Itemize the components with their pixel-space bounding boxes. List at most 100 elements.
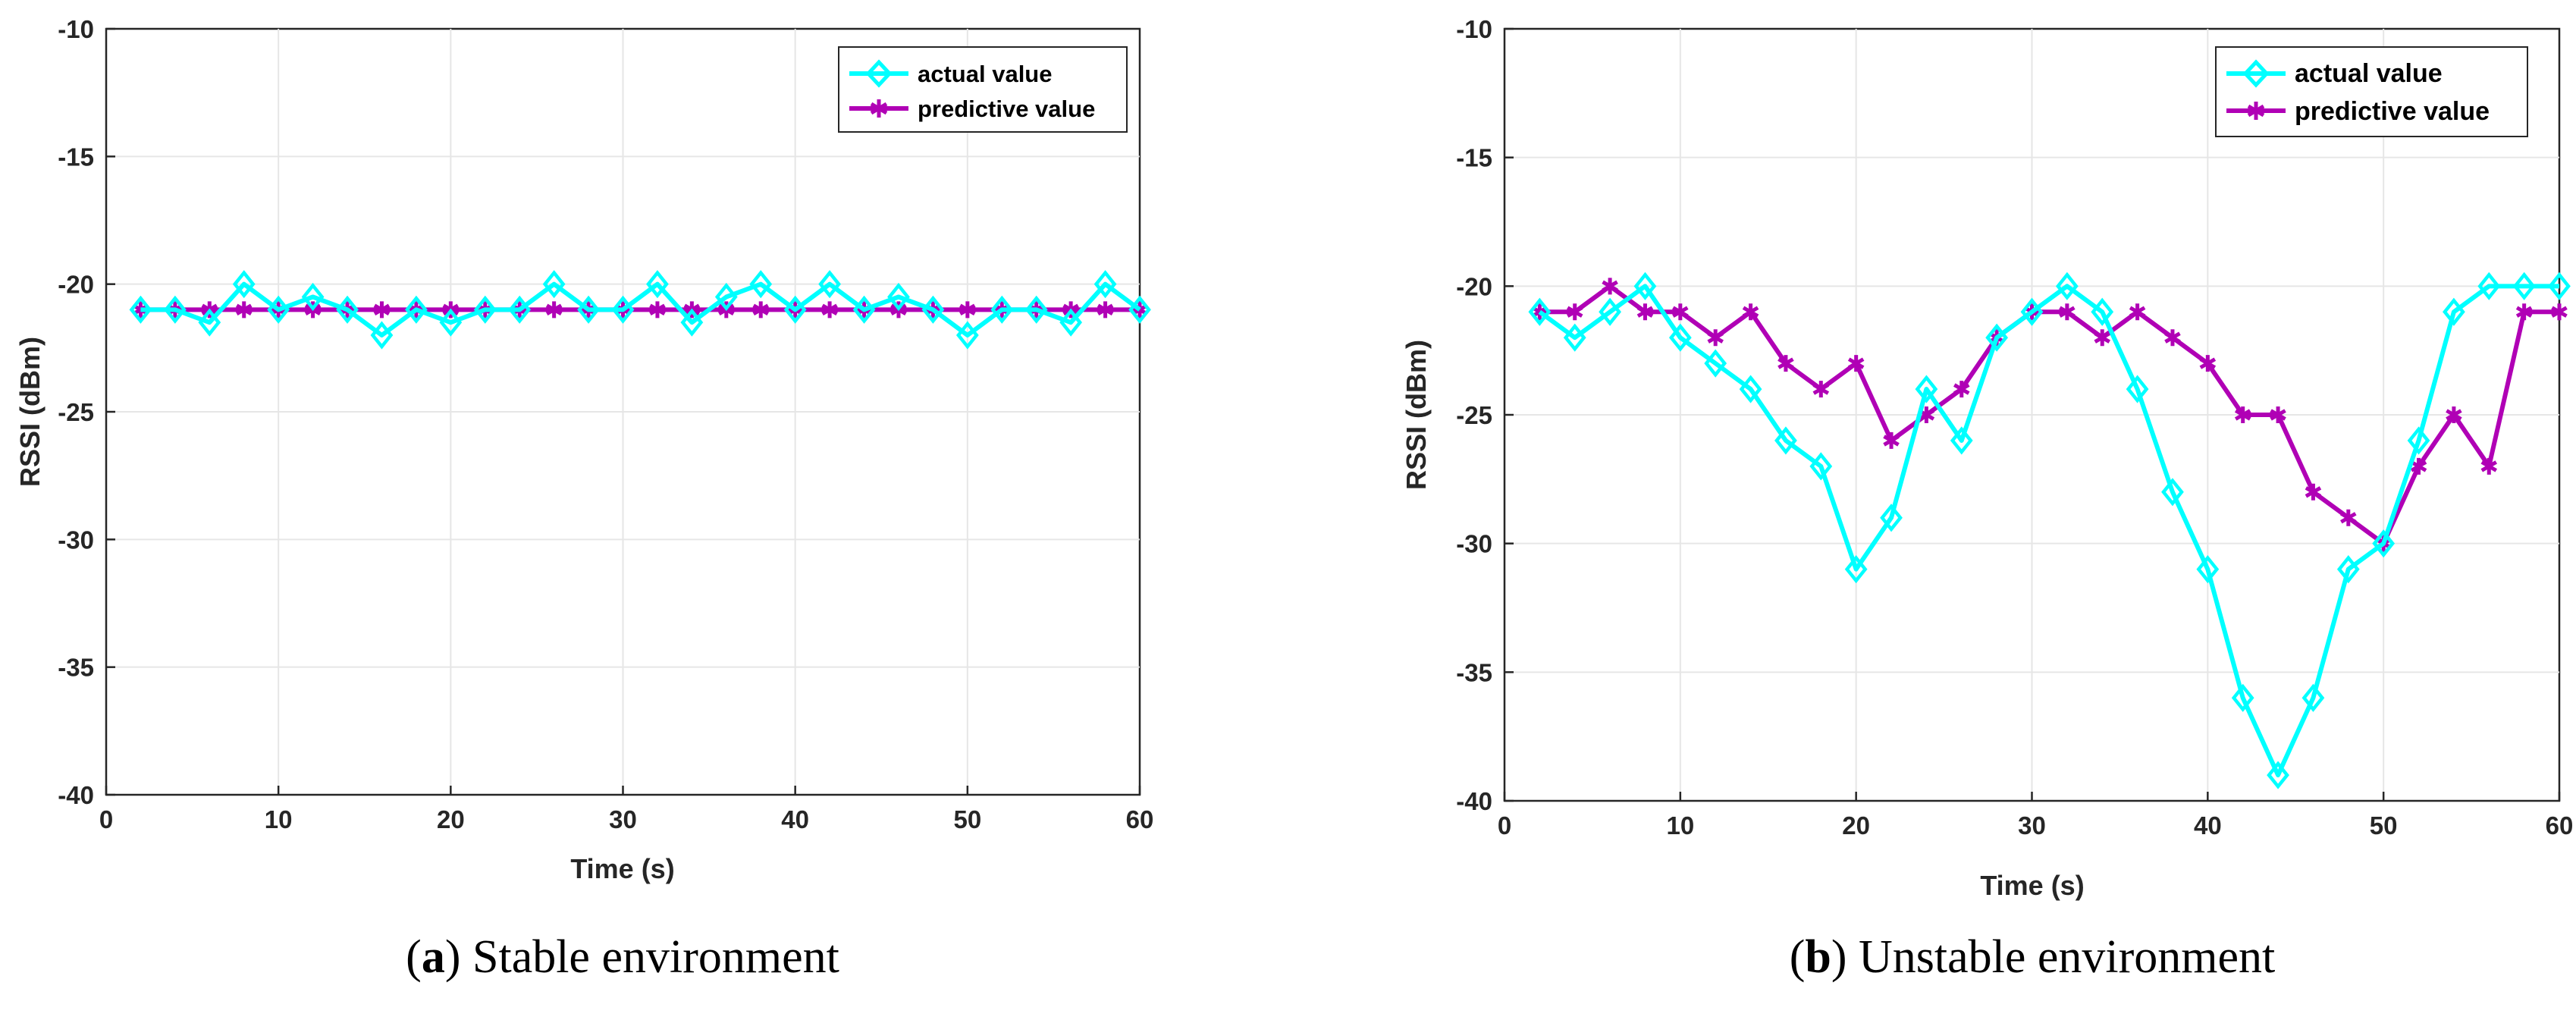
data-point-actual-value — [1563, 323, 1586, 352]
data-point-actual-value — [990, 295, 1014, 324]
data-point-actual-value — [749, 270, 773, 299]
data-point-actual-value — [2231, 683, 2254, 712]
data-point-actual-value — [1668, 323, 1692, 352]
x-axis-label: Time (s) — [1980, 870, 2084, 901]
data-point-actual-value — [129, 295, 152, 324]
y-tick-label: -10 — [1456, 15, 1492, 43]
legend: actual value predictive value — [838, 46, 1128, 133]
x-tick-label: 50 — [2370, 811, 2398, 840]
caption-title: Unstable environment — [1859, 931, 2275, 983]
data-point-predictive-value — [2164, 329, 2181, 347]
legend-box — [2215, 46, 2528, 137]
data-point-actual-value — [2196, 554, 2220, 584]
data-point-predictive-value — [2270, 406, 2286, 423]
data-point-actual-value — [1059, 308, 1083, 337]
data-point-actual-value — [508, 295, 532, 324]
x-tick-label: 10 — [265, 805, 293, 833]
y-tick-label: -40 — [1456, 787, 1492, 815]
caption-a: (a) Stable environment — [406, 931, 839, 983]
data-point-actual-value — [1128, 295, 1151, 324]
data-point-predictive-value — [1672, 303, 1689, 321]
y-tick-label: -20 — [1456, 272, 1492, 300]
data-point-actual-value — [1880, 504, 1903, 532]
y-tick-label: -30 — [58, 526, 94, 554]
x-tick-label: 0 — [1498, 811, 1511, 840]
data-point-actual-value — [2512, 271, 2536, 300]
x-tick-label: 20 — [437, 805, 465, 833]
data-point-predictive-value — [649, 301, 666, 319]
data-point-actual-value — [1774, 426, 1797, 455]
y-axis-label: RSSI (dBm) — [1401, 340, 1432, 490]
legend-actual-label: actual value — [2295, 59, 2443, 88]
legend: actual value predictive value — [2215, 46, 2528, 137]
caption-letter: a — [422, 931, 445, 983]
data-point-actual-value — [2407, 426, 2430, 455]
data-point-predictive-value — [1953, 381, 1970, 398]
y-tick-label: -20 — [58, 271, 94, 299]
x-tick-label: 40 — [2194, 811, 2222, 840]
data-point-actual-value — [1633, 271, 1657, 300]
data-point-predictive-value — [373, 301, 391, 319]
grid — [105, 27, 1141, 796]
caption-b: (b) Unstable environment — [1790, 931, 2276, 983]
y-tick-label: -25 — [58, 398, 94, 426]
x-tick-label: 60 — [2546, 811, 2574, 840]
data-point-actual-value — [1844, 554, 1868, 584]
data-point-predictive-value — [752, 301, 769, 319]
data-point-actual-value — [887, 282, 910, 312]
data-point-actual-value — [542, 270, 566, 299]
data-point-predictive-value — [1812, 381, 1830, 398]
data-point-actual-value — [1809, 452, 1833, 481]
data-point-actual-value — [783, 295, 807, 324]
data-point-actual-value — [2267, 761, 2289, 789]
data-point-predictive-value — [2129, 303, 2146, 321]
x-tick-label: 30 — [2018, 811, 2046, 840]
data-point-actual-value — [1915, 375, 1938, 403]
data-point-actual-value — [163, 295, 187, 324]
legend-predictive-label: predictive value — [918, 96, 1095, 122]
data-point-actual-value — [439, 308, 463, 337]
data-point-actual-value — [1985, 323, 2009, 352]
legend-predictive-marker-icon — [870, 99, 888, 118]
data-point-predictive-value — [821, 301, 838, 319]
grid — [1503, 27, 2561, 802]
data-point-predictive-value — [2446, 406, 2462, 423]
data-point-actual-value — [2301, 683, 2325, 712]
data-point-predictive-value — [1566, 303, 1583, 321]
data-point-actual-value — [2443, 297, 2465, 326]
x-tick-label: 20 — [1842, 811, 1870, 840]
data-point-actual-value — [2055, 271, 2079, 300]
data-point-predictive-value — [2515, 303, 2533, 321]
data-point-predictive-value — [2340, 509, 2357, 526]
data-point-actual-value — [2161, 478, 2184, 507]
series — [129, 270, 1151, 350]
data-point-actual-value — [714, 282, 738, 312]
data-point-actual-value — [611, 295, 635, 324]
data-point-actual-value — [2336, 554, 2360, 584]
data-point-predictive-value — [1777, 355, 1794, 372]
tick-labels: 0 10 20 30 40 50 60 -40 -35 -30 -25 -20 -15 -10 — [58, 15, 1153, 833]
data-point-predictive-value — [545, 301, 563, 319]
legend-predictive-label: predictive value — [2295, 97, 2490, 126]
data-point-predictive-value — [1847, 355, 1865, 372]
x-tick-label: 60 — [1126, 805, 1154, 833]
data-point-actual-value — [1704, 349, 1727, 378]
data-point-predictive-value — [959, 301, 976, 319]
data-point-actual-value — [301, 282, 325, 312]
data-point-actual-value — [473, 295, 497, 324]
data-point-actual-value — [2477, 271, 2501, 300]
data-point-predictive-value — [2551, 303, 2568, 321]
x-tick-label: 50 — [953, 805, 981, 833]
series — [1528, 271, 2571, 789]
y-tick-label: -15 — [1456, 144, 1492, 172]
x-tick-label: 0 — [99, 805, 113, 833]
y-tick-label: -15 — [58, 143, 94, 171]
data-point-actual-value — [1528, 297, 1552, 326]
data-point-actual-value — [2372, 529, 2396, 558]
data-point-actual-value — [370, 321, 394, 350]
data-point-predictive-value — [1742, 303, 1759, 321]
data-point-actual-value — [2126, 375, 2149, 403]
data-point-predictive-value — [1097, 301, 1114, 319]
data-point-predictive-value — [2199, 355, 2217, 372]
legend-actual-marker-icon — [865, 59, 893, 88]
